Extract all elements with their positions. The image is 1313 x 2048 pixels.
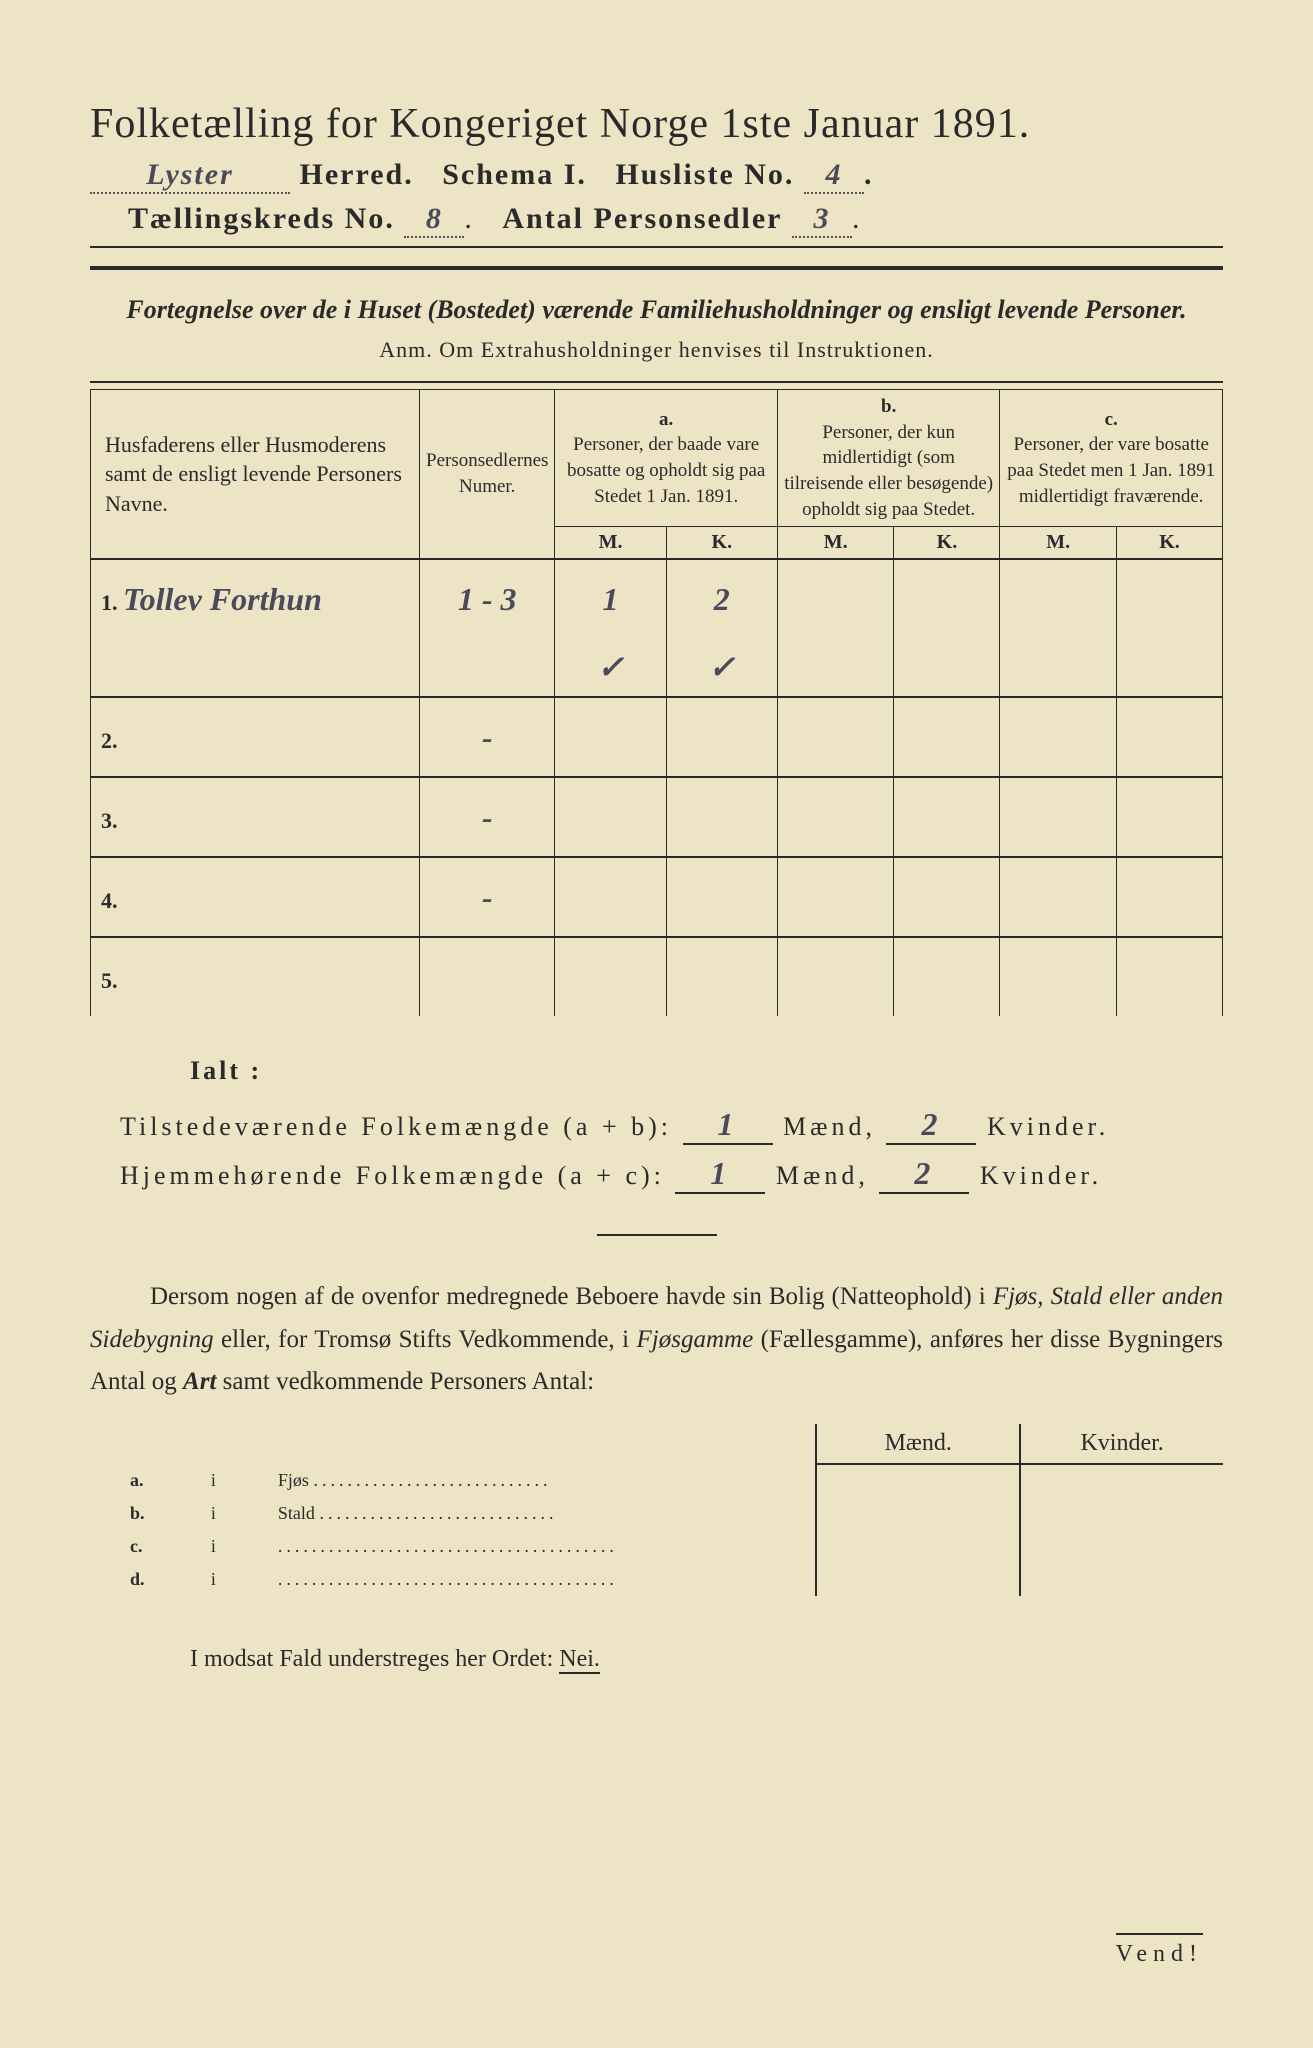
col-b: Personer, der kun midlertidigt (som tilr… [784, 422, 993, 520]
col-names: Husfaderens eller Husmoderens samt de en… [91, 390, 420, 560]
vend-label: Vend! [1116, 1933, 1203, 1968]
ialt-label: Ialt : [190, 1056, 1223, 1086]
sum-resident: Hjemmehørende Folkemængde (a + c): 1 Mæn… [120, 1155, 1223, 1194]
census-form-page: Folketælling for Kongeriget Norge 1ste J… [0, 0, 1313, 2048]
page-title: Folketælling for Kongeriget Norge 1ste J… [90, 100, 1223, 148]
sum1-m: 1 [683, 1106, 773, 1145]
table-row: ✓✓ [91, 638, 1223, 697]
sum2-k: 2 [879, 1155, 969, 1194]
nei-word: Nei. [559, 1646, 600, 1674]
table-row: 2. - [91, 697, 1223, 777]
table-row: 3. - [91, 777, 1223, 857]
bot-hd-maend: Mænd. [816, 1424, 1020, 1464]
subtitle: Fortegnelse over de i Huset (Bostedet) v… [90, 290, 1223, 329]
herred-field: Lyster [90, 158, 290, 194]
table-row: 1. Tollev Forthun 1 - 3 12 [91, 559, 1223, 638]
table-row: 5. [91, 937, 1223, 1016]
col-a: Personer, der baade vare bosatte og opho… [567, 434, 765, 506]
sum-present: Tilstedeværende Folkemængde (a + b): 1 M… [120, 1106, 1223, 1145]
building-row: a.i Fjøs ............................ [90, 1464, 1223, 1497]
building-table: Mænd. Kvinder. a.i Fjøs ................… [90, 1424, 1223, 1596]
bot-hd-kvinder: Kvinder. [1020, 1424, 1223, 1464]
husliste-field: 4 [804, 158, 864, 194]
building-row: c.i ....................................… [90, 1530, 1223, 1563]
col-c: Personer, der vare bosatte paa Stedet me… [1007, 434, 1215, 506]
building-row: d.i ....................................… [90, 1563, 1223, 1596]
main-table: Husfaderens eller Husmoderens samt de en… [90, 389, 1223, 1016]
anm-note: Anm. Om Extrahusholdninger henvises til … [90, 337, 1223, 363]
antal-field: 3 [792, 202, 852, 238]
nei-line: I modsat Fald understreges her Ordet: Ne… [190, 1646, 1223, 1673]
table-row: 4. - [91, 857, 1223, 937]
sum2-m: 1 [675, 1155, 765, 1194]
col-numer: Personsedlernes Numer. [420, 390, 555, 560]
sum1-k: 2 [886, 1106, 976, 1145]
building-row: b.i Stald ............................ [90, 1497, 1223, 1530]
kreds-field: 8 [404, 202, 464, 238]
header-line-kreds: Tællingskreds No. 8. Antal Personsedler … [90, 202, 1223, 238]
explanatory-paragraph: Dersom nogen af de ovenfor medregnede Be… [90, 1276, 1223, 1404]
header-line-herred: Lyster Herred. Schema I. Husliste No. 4. [90, 158, 1223, 194]
